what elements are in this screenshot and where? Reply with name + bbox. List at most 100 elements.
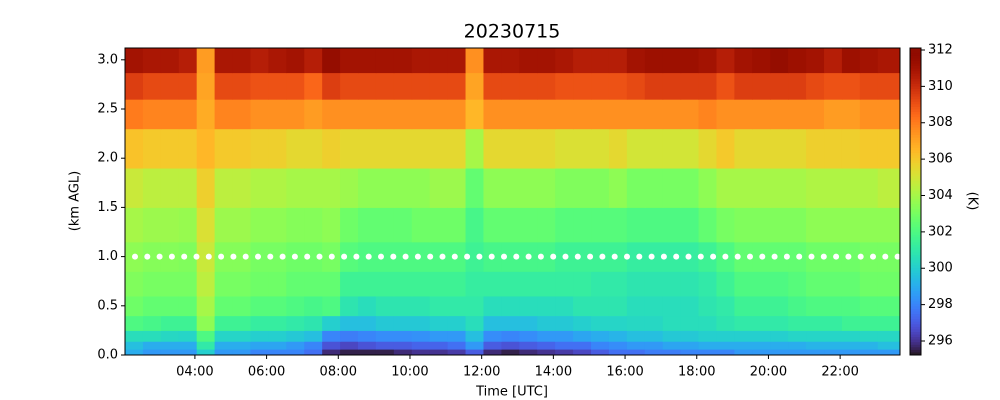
colorbar-swatch bbox=[910, 165, 921, 169]
heatmap-cell bbox=[841, 295, 861, 317]
heatmap-cell bbox=[626, 315, 646, 331]
heatmap-cell bbox=[877, 330, 901, 342]
heatmap-cell bbox=[304, 128, 323, 169]
heatmap-cell bbox=[286, 207, 305, 243]
heatmap-cell bbox=[160, 315, 180, 331]
heatmap-cell bbox=[591, 330, 610, 342]
heatmap-cell bbox=[465, 48, 484, 74]
colorbar-swatch bbox=[910, 285, 921, 289]
heatmap-cell bbox=[734, 271, 753, 297]
heatmap-cell bbox=[268, 99, 287, 130]
heatmap-cell bbox=[322, 330, 341, 342]
colorbar-swatch bbox=[910, 352, 921, 356]
heatmap-cell bbox=[501, 341, 520, 350]
heatmap-cell bbox=[340, 128, 359, 169]
colorbar-swatch bbox=[910, 242, 921, 246]
colorbar-swatch bbox=[910, 65, 921, 69]
heatmap-cell bbox=[877, 207, 901, 243]
colorbar-tick-label: 296 bbox=[928, 333, 953, 348]
heatmap-cell bbox=[770, 271, 789, 297]
colorbar-swatch bbox=[910, 252, 921, 256]
heatmap-cell bbox=[680, 330, 700, 342]
heatmap-cell bbox=[304, 295, 323, 317]
heatmap-cell bbox=[555, 48, 574, 74]
heatmap-cell bbox=[393, 349, 413, 356]
heatmap-cell bbox=[841, 315, 861, 331]
heatmap-cell bbox=[662, 48, 682, 74]
heatmap-cell bbox=[268, 330, 287, 342]
heatmap-cell bbox=[608, 48, 628, 74]
heatmap-cell bbox=[429, 207, 449, 243]
colorbar-swatch bbox=[910, 209, 921, 213]
heatmap-cell bbox=[411, 207, 431, 243]
heatmap-cell bbox=[644, 349, 664, 356]
heatmap-cell bbox=[196, 48, 216, 74]
heatmap-cell bbox=[411, 271, 431, 297]
heatmap-cell bbox=[125, 207, 144, 243]
heatmap-cell bbox=[573, 341, 592, 350]
heatmap-cell bbox=[375, 341, 395, 350]
heatmap-cell bbox=[519, 330, 538, 342]
x-tick-label: 20:00 bbox=[750, 365, 787, 380]
x-tick-label: 06:00 bbox=[248, 365, 285, 380]
colorbar-swatch bbox=[910, 134, 921, 139]
heatmap-cell bbox=[304, 72, 323, 100]
heatmap-cell bbox=[447, 128, 467, 169]
colorbar-swatch bbox=[910, 181, 921, 185]
heatmap-cell bbox=[734, 128, 753, 169]
heatmap-cell bbox=[608, 271, 628, 297]
heatmap-cell bbox=[626, 241, 646, 272]
colorbar-swatch bbox=[910, 193, 921, 197]
heatmap-cell bbox=[752, 341, 771, 350]
heatmap-cell bbox=[770, 295, 789, 317]
heatmap-cell bbox=[806, 349, 825, 356]
heatmap-cell bbox=[178, 341, 198, 350]
heatmap-cell bbox=[788, 341, 807, 350]
colorbar-swatch bbox=[910, 298, 921, 302]
heatmap-cell bbox=[178, 48, 198, 74]
heatmap-cell bbox=[788, 349, 807, 356]
heatmap-cell bbox=[483, 271, 502, 297]
heatmap-cell bbox=[877, 271, 901, 297]
colorbar-swatch bbox=[910, 275, 921, 279]
heatmap-cell bbox=[788, 72, 807, 100]
y-tick-label: 1.5 bbox=[97, 200, 118, 215]
heatmap-cell bbox=[196, 341, 216, 350]
heatmap-cell bbox=[519, 271, 538, 297]
heatmap-cell bbox=[447, 349, 467, 356]
heatmap-cell bbox=[877, 99, 901, 130]
colorbar-swatch bbox=[910, 344, 921, 348]
heatmap-cell bbox=[734, 99, 753, 130]
heatmap-cell bbox=[537, 341, 556, 350]
heatmap-cell bbox=[322, 315, 341, 331]
heatmap-cell bbox=[824, 128, 843, 169]
heatmap-cell bbox=[447, 295, 467, 317]
heatmap-cell bbox=[698, 168, 717, 208]
colorbar-swatch bbox=[910, 239, 921, 243]
heatmap-cell bbox=[358, 168, 377, 208]
colorbar-swatch bbox=[910, 270, 921, 274]
heatmap-cell bbox=[483, 128, 502, 169]
heatmap-cell bbox=[160, 72, 180, 100]
colorbar-swatch bbox=[910, 339, 921, 343]
heatmap-cell bbox=[501, 241, 520, 272]
heatmap-cell bbox=[232, 99, 251, 130]
heatmap-cell bbox=[698, 295, 717, 317]
heatmap-cell bbox=[555, 341, 574, 350]
colorbar-swatch bbox=[910, 227, 921, 231]
heatmap-cell bbox=[626, 128, 646, 169]
heatmap-cell bbox=[877, 295, 901, 317]
heatmap-cell bbox=[411, 341, 431, 350]
heatmap-cell bbox=[340, 72, 359, 100]
heatmap-cell bbox=[322, 341, 341, 350]
heatmap-cell bbox=[698, 341, 717, 350]
heatmap-cell bbox=[340, 295, 359, 317]
heatmap-cell bbox=[859, 315, 879, 331]
heatmap-cell bbox=[483, 295, 502, 317]
colorbar-swatch bbox=[910, 186, 921, 190]
heatmap-cell bbox=[877, 128, 901, 169]
heatmap-cell bbox=[393, 315, 413, 331]
heatmap-cell bbox=[358, 330, 377, 342]
heatmap-cell bbox=[160, 168, 180, 208]
heatmap-cell bbox=[806, 330, 825, 342]
